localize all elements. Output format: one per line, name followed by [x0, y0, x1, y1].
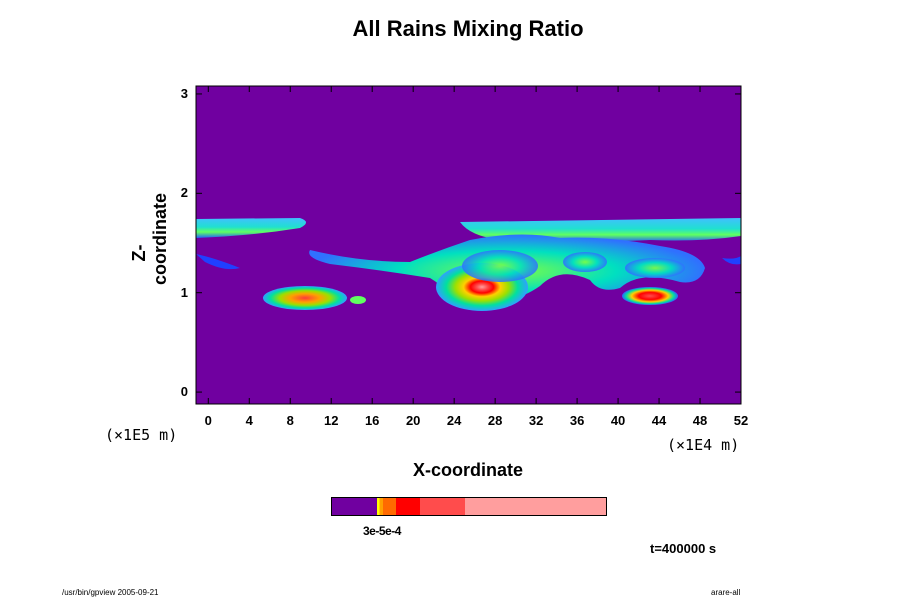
- x-axis-label: X-coordinate: [412, 460, 523, 480]
- colorbar: [331, 497, 607, 516]
- footer-right: arare-all: [711, 588, 741, 597]
- plot-frame: [195, 85, 742, 405]
- left-cloud: [263, 286, 347, 310]
- y-tick-label: 3: [180, 85, 188, 101]
- central-cloud-right: [625, 258, 685, 278]
- x-tick-label: 32: [528, 413, 544, 428]
- x-unit-label: (×1E4 m): [667, 436, 740, 454]
- right-cloud: [622, 287, 678, 305]
- footer-left: /usr/bin/gpview 2005-09-21: [62, 588, 159, 597]
- right-streak: [722, 256, 741, 265]
- colorbar-segment: [464, 498, 606, 515]
- upper-band-left: [196, 218, 306, 238]
- x-tick-label: 8: [286, 413, 294, 428]
- x-tick-label: 24: [446, 413, 462, 428]
- y-tick-label: 2: [180, 185, 188, 201]
- x-tick-label: 0: [204, 413, 212, 428]
- x-tick-label: 36: [569, 413, 585, 428]
- x-tick-label: 12: [323, 413, 339, 428]
- time-label: t=400000 s: [650, 541, 717, 556]
- colorbar-segment: [382, 498, 397, 515]
- y-tick-label: 1: [180, 284, 188, 300]
- colorbar-labels: 3e-5e-4: [363, 524, 401, 538]
- left-cloud-fragment: [350, 296, 366, 304]
- x-tick-label: 40: [610, 413, 626, 428]
- x-tick-label: 4: [245, 413, 253, 428]
- x-tick-label: 44: [651, 413, 667, 428]
- x-tick-label: 28: [487, 413, 503, 428]
- y-tick-label: 0: [180, 384, 188, 400]
- colorbar-segment: [332, 498, 378, 515]
- colorbar-segment: [396, 498, 420, 515]
- central-cloud-mid: [563, 252, 607, 272]
- x-tick-label: 20: [405, 413, 421, 428]
- chart-title: All Rains Mixing Ratio: [352, 16, 584, 41]
- colorbar-segment: [380, 498, 383, 515]
- x-tick-label: 16: [364, 413, 380, 428]
- central-cloud-upper: [462, 250, 538, 282]
- left-streak: [196, 254, 240, 270]
- y-unit-label: (×1E5 m): [105, 426, 178, 444]
- colorbar-segment: [378, 498, 381, 515]
- x-tick-label: 52: [733, 413, 749, 428]
- colorbar-segment: [419, 498, 465, 515]
- colorbar-segment: [377, 498, 379, 515]
- x-tick-label: 48: [692, 413, 708, 428]
- field-features: [196, 218, 741, 311]
- axis-ticks: [196, 86, 742, 404]
